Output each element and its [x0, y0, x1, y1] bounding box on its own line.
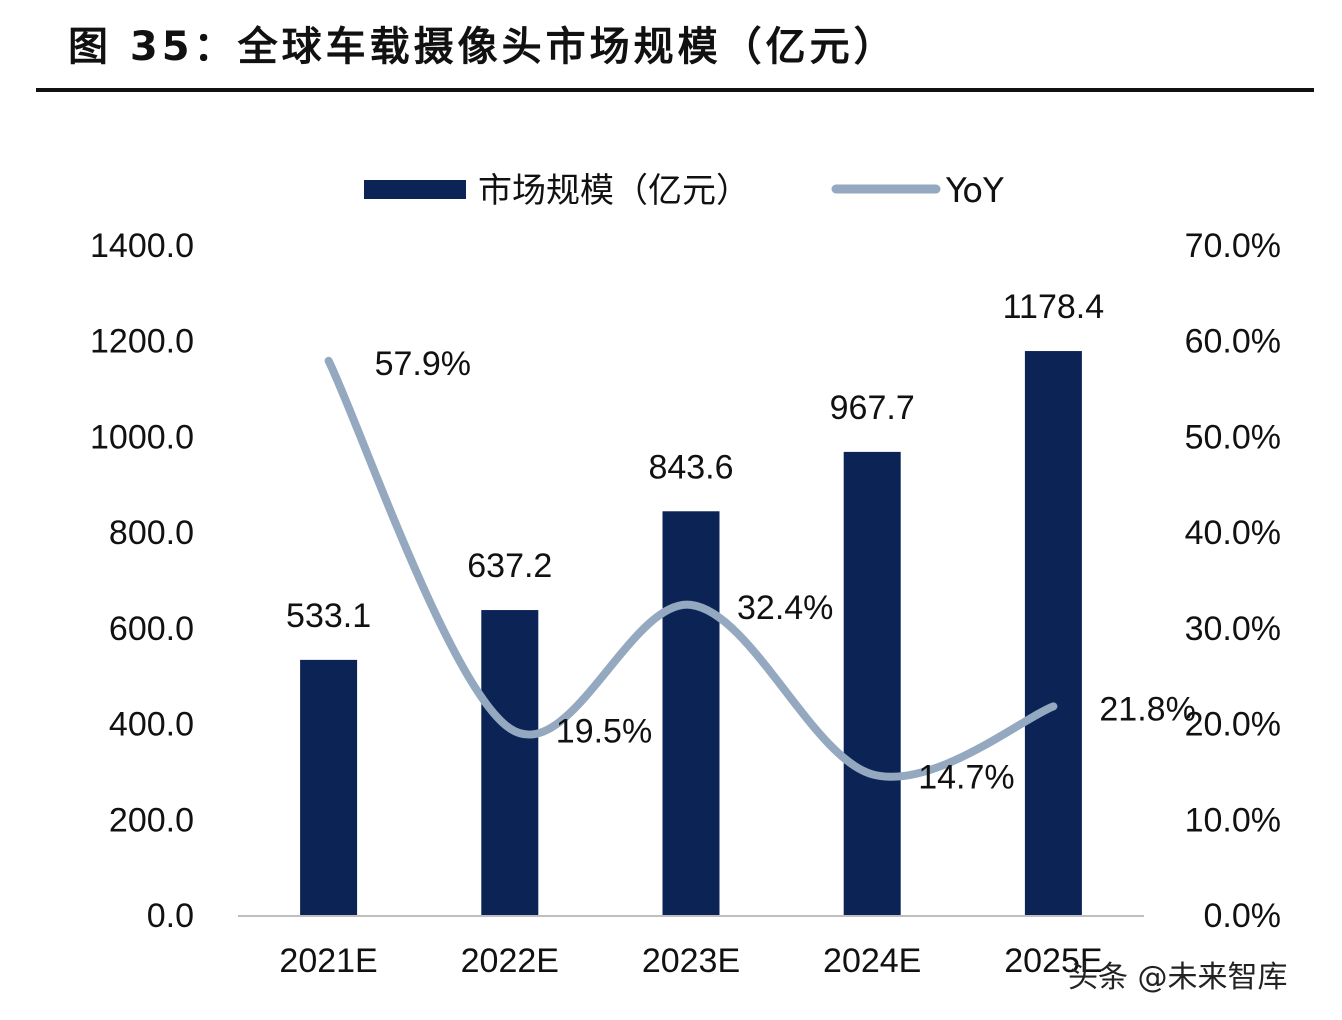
legend-label-market-size: 市场规模（亿元）: [478, 171, 750, 211]
left-axis-tick-label: 1000.0: [90, 418, 194, 456]
right-axis-tick-label: 20.0%: [1185, 706, 1281, 744]
legend-swatch-market-size: [364, 180, 466, 199]
bar-value-label: 637.2: [467, 547, 552, 585]
bar-2023E: [662, 511, 720, 915]
bar-value-label: 533.1: [286, 597, 371, 635]
x-axis-tick-label: 2023E: [642, 942, 740, 980]
legend-label-yoy: YoY: [945, 171, 1004, 211]
left-axis-tick-label: 400.0: [109, 706, 194, 744]
yoy-value-label: 32.4%: [737, 589, 833, 627]
x-axis-tick-label: 2024E: [823, 942, 921, 980]
left-axis-tick-label: 0.0: [147, 897, 194, 935]
x-axis-tick-label: 2025E: [1004, 942, 1102, 980]
title-rule: [36, 88, 1314, 92]
right-axis-tick-label: 50.0%: [1185, 418, 1281, 456]
left-axis-tick-label: 1400.0: [90, 227, 194, 265]
left-axis-tick-label: 600.0: [109, 610, 194, 648]
bar-2024E: [843, 451, 901, 915]
yoy-value-label: 21.8%: [1099, 690, 1195, 728]
right-axis-tick-label: 70.0%: [1185, 227, 1281, 265]
yoy-value-label: 57.9%: [375, 345, 471, 383]
yoy-value-label: 14.7%: [918, 758, 1014, 796]
right-axis-tick-label: 10.0%: [1185, 801, 1281, 839]
right-axis-tick-label: 60.0%: [1185, 323, 1281, 361]
bar-value-label: 967.7: [830, 389, 915, 427]
right-axis-tick-label: 0.0%: [1204, 897, 1282, 935]
right-axis-tick-label: 40.0%: [1185, 514, 1281, 552]
left-axis-tick-label: 1200.0: [90, 323, 194, 361]
bar-value-label: 843.6: [648, 448, 733, 486]
right-axis-tick-label: 30.0%: [1185, 610, 1281, 648]
watermark: 头条 @未来智库: [1068, 960, 1288, 995]
x-axis-tick-label: 2022E: [461, 942, 559, 980]
bar-2025E: [1024, 351, 1082, 916]
left-axis-tick-label: 800.0: [109, 514, 194, 552]
yoy-line: [324, 356, 1058, 781]
x-axis-tick-label: 2021E: [279, 942, 377, 980]
bar-2022E: [481, 610, 539, 915]
bar-2021E: [300, 659, 358, 915]
left-axis-tick-label: 200.0: [109, 801, 194, 839]
figure-title: 图 35：全球车载摄像头市场规模（亿元）: [68, 24, 898, 70]
yoy-value-label: 19.5%: [556, 712, 652, 750]
bar-value-label: 1178.4: [1003, 288, 1104, 326]
